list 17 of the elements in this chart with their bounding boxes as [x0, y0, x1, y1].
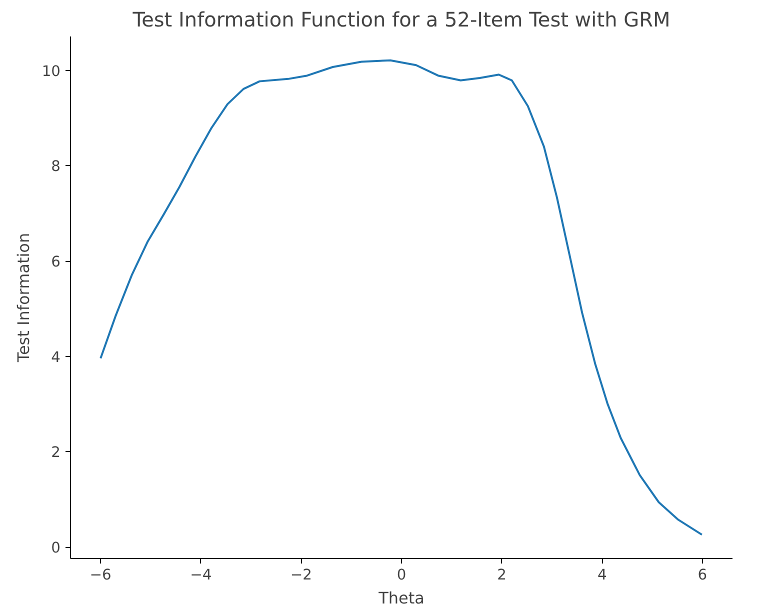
line-series: [100, 59, 703, 536]
x-tick-label: −4: [190, 566, 212, 584]
y-tick-label: 0: [51, 540, 61, 557]
y-tick-label: 4: [51, 348, 61, 366]
y-tick-label: 6: [51, 254, 61, 271]
y-axis-title: Test Information: [14, 232, 33, 364]
y-tick-label: 2: [51, 444, 61, 462]
x-tick-label: 2: [497, 566, 506, 584]
x-tick-label: 0: [396, 566, 406, 584]
x-tick-label: −6: [90, 566, 112, 584]
chart-title: Test Information Function for a 52-Item Test with GRM: [132, 8, 670, 32]
y-tick-label: 8: [51, 158, 61, 176]
x-tick-label: −2: [290, 566, 312, 584]
x-tick-label: 4: [597, 566, 607, 584]
y-tick-label: 10: [42, 62, 61, 80]
x-tick-label: 6: [698, 566, 708, 584]
x-axis-title: Theta: [378, 588, 424, 608]
